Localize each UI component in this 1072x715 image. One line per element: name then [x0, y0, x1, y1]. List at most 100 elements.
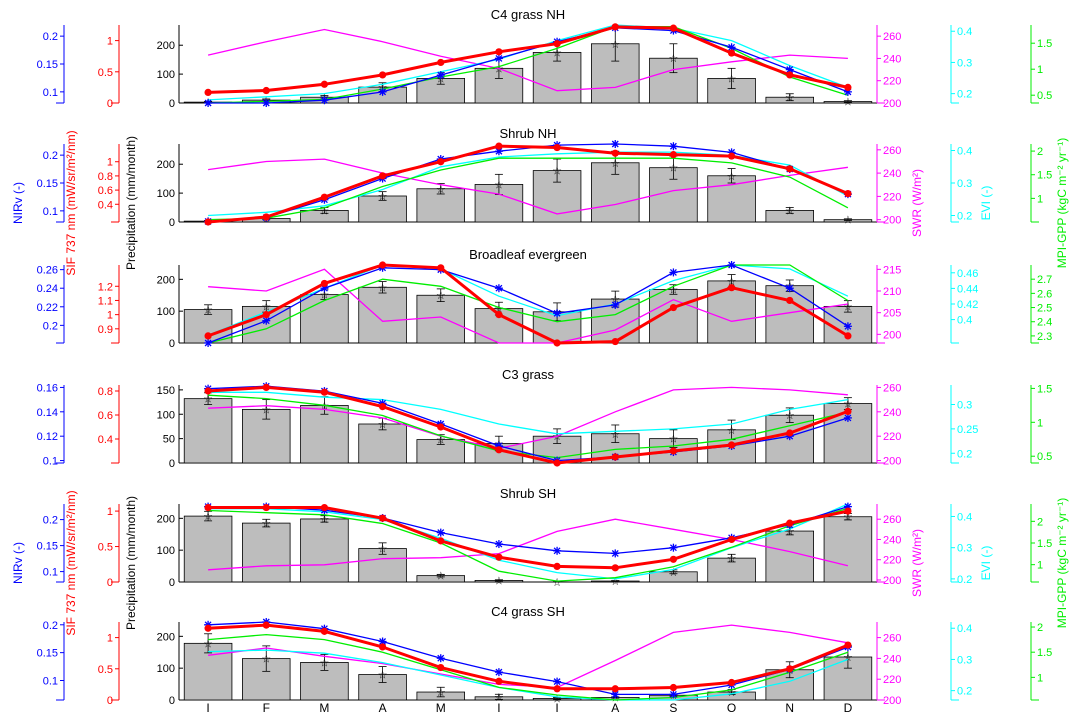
precip-mean-marker: ☆ — [319, 400, 329, 412]
precip-tick-label: 100 — [157, 188, 175, 200]
sif-marker — [378, 514, 387, 522]
precip-tick-label: 100 — [157, 69, 175, 81]
swr-tick-label: 200 — [883, 329, 901, 341]
sif-marker — [262, 311, 270, 319]
sif-marker — [204, 332, 212, 340]
gpp-tick-label: 1 — [1037, 672, 1043, 684]
gpp-tick-label: 1 — [1037, 193, 1043, 205]
precip-mean-marker: ☆ — [668, 163, 678, 175]
swr-tick-label: 220 — [883, 431, 901, 443]
precip-mean-marker: ☆ — [610, 294, 620, 306]
swr-tick-label: 240 — [883, 407, 901, 419]
sif-marker — [495, 142, 503, 150]
sif-marker — [204, 88, 212, 96]
nirv-marker — [494, 540, 503, 549]
precip-tick-label: 100 — [157, 409, 175, 421]
nirv-marker-stroke — [728, 43, 736, 51]
precip-mean-marker: ☆ — [319, 205, 329, 217]
panel-title: C3 grass — [502, 367, 555, 382]
swr-line — [207, 28, 848, 92]
evi-tick-label: 0.2 — [957, 686, 972, 698]
precip-axis-label: Precipitation (mm/month) — [124, 136, 138, 270]
precip-mean-marker: ☆ — [436, 435, 446, 447]
panel-title: C4 grass SH — [491, 604, 565, 619]
precip-bar — [242, 658, 291, 701]
sif-marker — [495, 48, 503, 56]
sif-marker — [204, 503, 212, 512]
sif-axis-label: SIF 737 nm (mW/sr/m²/nm) — [64, 130, 78, 275]
gpp-line — [208, 394, 849, 459]
swr-tick-label: 220 — [883, 555, 901, 567]
swr-tick-label: 200 — [883, 575, 901, 587]
sif-tick-label: 0 — [107, 577, 113, 589]
precip-mean-marker: ☆ — [552, 693, 562, 705]
nirv-axis-label: NIRv (-) — [11, 182, 25, 224]
panel-title: Shrub NH — [499, 126, 556, 141]
nirv-marker — [378, 87, 387, 96]
precip-bar — [358, 286, 407, 344]
sif-marker — [437, 537, 445, 545]
precip-bar — [242, 522, 291, 583]
panel-title: Broadleaf evergreen — [469, 247, 587, 262]
sif-marker — [262, 213, 270, 221]
sif-tick-label: 0.5 — [98, 67, 113, 79]
precip-mean-marker: ☆ — [261, 404, 271, 416]
nirv-marker-stroke — [495, 668, 503, 676]
precip-mean-marker: ☆ — [494, 179, 504, 191]
sif-marker — [727, 284, 736, 292]
month-tick-label: O — [727, 701, 736, 715]
swr-tick-label: 260 — [883, 633, 901, 645]
precip-bar — [300, 518, 349, 583]
month-tick-label: D — [844, 701, 853, 715]
swr-tick-label: 260 — [883, 31, 901, 43]
precip-mean-marker: ☆ — [843, 512, 853, 524]
precip-mean-marker: ☆ — [319, 514, 329, 526]
swr-tick-label: 220 — [883, 191, 901, 203]
sif-tick-label: 0.6 — [98, 185, 113, 197]
sif-marker — [553, 459, 561, 467]
nirv-marker — [669, 690, 678, 699]
precip-mean-marker: ☆ — [378, 670, 388, 682]
precip-axis-label: Precipitation (mm/month) — [124, 496, 138, 630]
precip-bar — [300, 294, 349, 344]
precip-mean-marker: ☆ — [785, 205, 795, 217]
nirv-marker — [727, 261, 736, 269]
precip-mean-marker: ☆ — [378, 282, 388, 294]
precip-mean-marker: ☆ — [610, 39, 620, 51]
precip-mean-marker: ☆ — [843, 215, 853, 227]
precip-mean-marker: ☆ — [436, 571, 446, 583]
sif-line — [208, 623, 849, 691]
nirv-marker-stroke — [204, 339, 212, 347]
swr-tick-label: 260 — [883, 382, 901, 394]
precip-tick-label: 0 — [169, 458, 175, 470]
sif-marker — [611, 23, 619, 31]
swr-tick-label: 240 — [883, 53, 901, 65]
precip-tick-label: 0 — [169, 98, 175, 110]
swr-axis-label: SWR (W/m²) — [910, 169, 924, 237]
precip-tick-label: 100 — [157, 545, 175, 557]
nirv-marker-stroke — [786, 284, 794, 292]
nirv-marker — [553, 677, 562, 686]
evi-line — [208, 649, 849, 701]
sif-marker — [844, 641, 852, 649]
precip-mean-marker: ☆ — [727, 171, 737, 183]
sif-tick-label: 1 — [107, 633, 113, 645]
precip-mean-marker: ☆ — [785, 92, 795, 104]
sif-marker — [786, 429, 794, 437]
sif-marker — [553, 685, 561, 693]
nirv-tick-label: 0.26 — [37, 265, 58, 277]
sif-marker — [844, 407, 852, 415]
precip-tick-label: 50 — [163, 434, 175, 446]
precip-tick-label: 200 — [157, 513, 175, 525]
sif-marker — [786, 71, 794, 79]
gpp-tick-label: 1.5 — [1037, 538, 1052, 550]
nirv-marker-stroke — [379, 88, 387, 96]
nirv-tick-label: 0.15 — [37, 648, 58, 660]
sif-marker — [204, 387, 212, 395]
swr-tick-label: 240 — [883, 653, 901, 665]
nirv-marker — [669, 543, 678, 552]
nirv-marker-stroke — [611, 549, 619, 557]
sif-marker — [611, 453, 619, 461]
sif-marker — [844, 332, 852, 340]
sif-line — [207, 263, 849, 345]
